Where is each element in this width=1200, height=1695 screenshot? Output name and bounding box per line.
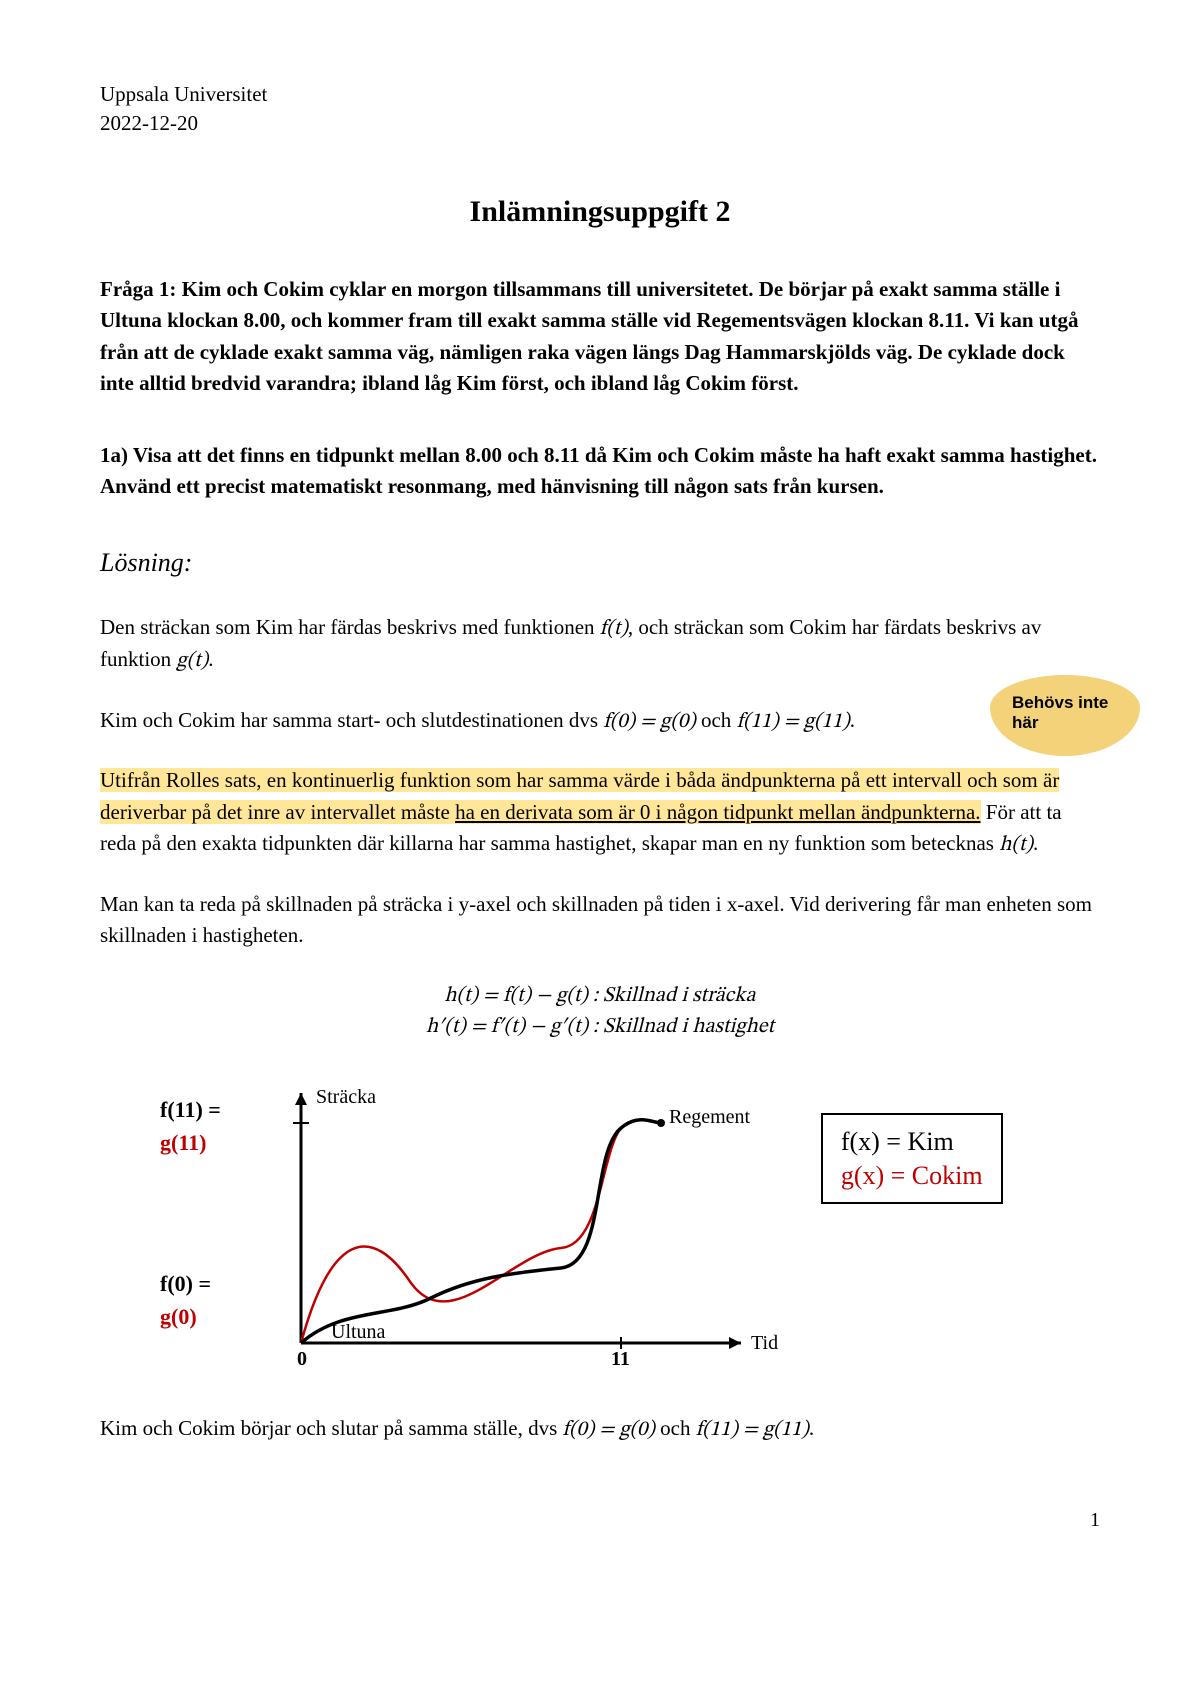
para2-text-a: Kim och Cokim har samma start- och slutd… — [100, 708, 603, 732]
endpoint — [657, 1119, 665, 1127]
end-label: Regement — [669, 1106, 751, 1128]
para5-text-c: . — [809, 1416, 814, 1440]
para3-math: h(t) — [999, 834, 1033, 855]
para5-math-2: f(11) = g(11) — [696, 1419, 809, 1440]
para3-highlight-2: ha en derivata som är 0 i någon tidpunkt… — [455, 800, 980, 824]
para5-text-b: och — [655, 1416, 696, 1440]
para1-math-1: f(t) — [600, 618, 628, 639]
margin-note: Behövs inte här — [990, 675, 1140, 756]
equation-2: h′(t) = f′(t) − g′(t) : Skillnad i hasti… — [100, 1011, 1100, 1043]
paragraph-1: Den sträckan som Kim har färdas beskrivs… — [100, 612, 1100, 677]
page-number: 1 — [100, 1505, 1100, 1535]
y-axis-label: Sträcka — [316, 1086, 376, 1108]
legend-line-1: f(x) = Kim — [841, 1125, 983, 1159]
y-arrow — [295, 1093, 307, 1105]
y-top-black: f(11) = — [160, 1097, 221, 1122]
para5-math-1: f(0) = g(0) — [563, 1419, 655, 1440]
paragraph-2-wrap: Kim och Cokim har samma start- och slutd… — [100, 705, 1100, 738]
paragraph-4: Man kan ta reda på skillnaden på sträcka… — [100, 889, 1100, 952]
equation-1: h(t) = f(t) − g(t) : Skillnad i sträcka — [100, 980, 1100, 1012]
paragraph-3: Utifrån Rolles sats, en kontinuerlig fun… — [100, 765, 1100, 861]
para1-text-a: Den sträckan som Kim har färdas beskrivs… — [100, 615, 600, 639]
graph-svg: Sträcka Tid 0 11 Ultuna Regement — [261, 1073, 781, 1373]
y-top-label: f(11) = g(11) — [160, 1093, 221, 1159]
y-bot-label: f(0) = g(0) — [160, 1267, 221, 1333]
para2-math-2: f(11) = g(11) — [737, 711, 850, 732]
para3-end: . — [1033, 831, 1038, 855]
para1-text-c: . — [208, 647, 213, 671]
legend-line-2: g(x) = Cokim — [841, 1159, 983, 1193]
y-bot-red: g(0) — [160, 1304, 197, 1329]
question-1a: 1a) Visa att det finns en tidpunkt mella… — [100, 440, 1100, 503]
equation-block: h(t) = f(t) − g(t) : Skillnad i sträcka … — [100, 980, 1100, 1043]
y-bot-black: f(0) = — [160, 1271, 211, 1296]
page-title: Inlämningsuppgift 2 — [100, 189, 1100, 234]
paragraph-2: Kim och Cokim har samma start- och slutd… — [100, 705, 1100, 738]
x-arrow — [729, 1337, 741, 1349]
x-tick-label: 11 — [611, 1348, 630, 1370]
y-axis-left-labels: f(11) = g(11) f(0) = g(0) — [160, 1073, 221, 1353]
graph-section: f(11) = g(11) f(0) = g(0) Sträcka Tid 0 … — [160, 1073, 1100, 1373]
origin-label: 0 — [297, 1348, 307, 1370]
para2-text-b: och — [696, 708, 737, 732]
paragraph-5: Kim och Cokim börjar och slutar på samma… — [100, 1413, 1100, 1446]
university-name: Uppsala Universitet — [100, 80, 1100, 109]
page-header: Uppsala Universitet 2022-12-20 — [100, 80, 1100, 139]
para2-math-1: f(0) = g(0) — [603, 711, 695, 732]
legend: f(x) = Kim g(x) = Cokim — [821, 1113, 1003, 1205]
para1-math-2: g(t) — [176, 650, 208, 671]
x-axis-label: Tid — [751, 1332, 778, 1354]
para5-text-a: Kim och Cokim börjar och slutar på samma… — [100, 1416, 563, 1440]
curve-kim — [301, 1120, 661, 1343]
question-1-intro: Fråga 1: Kim och Cokim cyklar en morgon … — [100, 274, 1100, 400]
solution-heading: Lösning: — [100, 543, 1100, 582]
document-date: 2022-12-20 — [100, 109, 1100, 138]
start-label: Ultuna — [331, 1321, 386, 1343]
para2-text-c: . — [850, 708, 855, 732]
y-top-red: g(11) — [160, 1130, 206, 1155]
